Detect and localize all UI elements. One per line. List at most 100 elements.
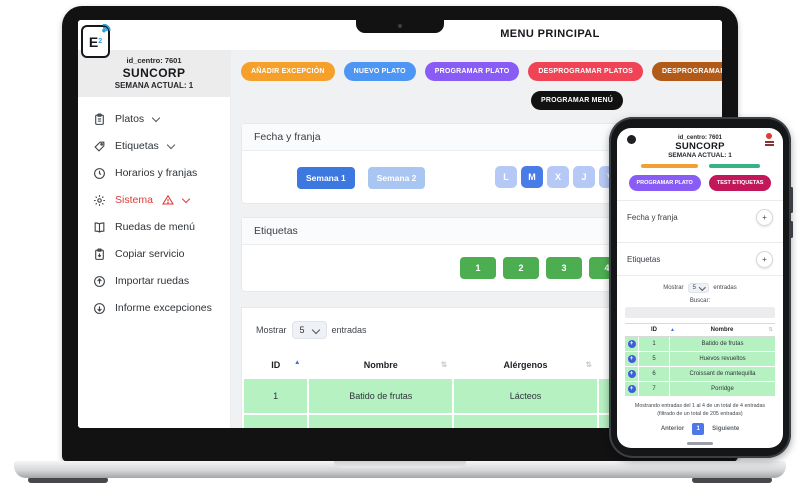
sidebar: id_centro: 7601 SUNCORP SEMANA ACTUAL: 1… [78,50,231,428]
partial-button-orange[interactable] [640,164,698,168]
etiqueta-button-2[interactable]: 2 [503,257,539,279]
sidebar-item-label: Copiar servicio [115,248,185,260]
laptop-base-notch [334,461,466,468]
center-name: SUNCORP [122,66,186,80]
table-row[interactable]: + 7 Porridge [625,382,775,396]
sidebar-item-copiar[interactable]: Copiar servicio [93,247,230,261]
partial-button-teal[interactable] [708,164,760,168]
expand-section-button[interactable]: + [756,251,773,268]
phone-section-etiquetas[interactable]: Etiquetas + [617,242,783,276]
cell-id: 1 [241,377,310,415]
sidebar-item-label: Ruedas de menú [115,221,195,233]
anadir-excepcion-button[interactable]: AÑADIR EXCEPCIÓN [241,62,335,81]
expand-row-icon[interactable]: + [627,385,636,393]
etiqueta-button-1[interactable]: 1 [460,257,496,279]
laptop-foot [28,477,108,483]
page-size-select[interactable]: 5 [291,321,327,339]
etiqueta-button-3[interactable]: 3 [546,257,582,279]
partial-buttons-row [617,164,783,168]
chevron-down-icon [151,113,161,122]
expand-section-button[interactable]: + [756,209,773,226]
desprogramar-etiquetas-button[interactable]: DESPROGRAMAR ETIQUETAS [651,62,722,81]
day-button-x[interactable]: X [547,166,569,188]
sidebar-item-label: Horarios y franjas [115,167,198,179]
search-input[interactable] [625,307,775,318]
section-title: Etiquetas [627,255,661,264]
phone-screen: id_centro: 7601 SUNCORP SEMANA ACTUAL: 1… [617,128,783,448]
menu-icon[interactable] [764,133,774,146]
programar-plato-button[interactable]: PROGRAMAR PLATO [628,175,701,191]
sidebar-item-label: Informe excepciones [115,302,212,314]
expand-row-icon[interactable]: + [627,355,636,363]
buscar-label: Buscar: [689,298,711,304]
cell-nombre: Batido de frutas [307,377,455,415]
programar-plato-button[interactable]: PROGRAMAR PLATO [424,62,520,81]
week-buttons: Semana 1 Semana 2 [297,167,426,189]
page-title: MENU PRINCIPAL [500,28,600,40]
pagination-next-button[interactable]: Siguiente [712,425,740,432]
phone-mockup: id_centro: 7601 SUNCORP SEMANA ACTUAL: 1… [609,117,793,458]
pagination-prev-button[interactable]: Anterior [660,425,685,432]
chevron-down-icon [311,325,320,334]
day-button-j[interactable]: J [573,166,595,188]
day-button-l[interactable]: L [495,166,517,188]
clock-icon [94,167,105,179]
desprogramar-platos-button[interactable]: DESPROGRAMAR PLATOS [528,62,643,81]
mostrar-label: Mostrar [663,285,684,291]
expand-row-icon[interactable]: + [627,340,636,348]
book-icon [94,221,105,233]
chevron-down-icon [166,140,176,149]
home-indicator [687,442,713,445]
expand-row-icon[interactable]: + [627,370,636,378]
column-header-id[interactable]: ID ▲ [651,327,675,333]
cell-nombre: Porridge [670,382,775,396]
cell-id: 1 [639,337,669,351]
gear-icon [94,194,105,206]
page-size-value: 5 [299,325,305,335]
table-row[interactable]: + 6 Croissant de mantequilla [625,367,775,381]
cell-id: 5 [241,413,310,428]
sidebar-item-platos[interactable]: Platos [93,112,230,126]
pagination-page-1[interactable]: 1 [692,422,705,435]
sidebar-item-sistema[interactable]: Sistema [93,193,230,207]
column-header-nombre[interactable]: Nombre ⇅ [308,353,454,379]
test-etiquetas-button[interactable]: TEST ETIQUETAS [708,175,772,191]
table-row[interactable]: + 5 Huevos revueltos [625,352,775,366]
control-column-header [625,327,639,333]
phone-section-fecha[interactable]: Fecha y franja + [617,200,783,233]
sort-icon: ⇅ [585,360,592,369]
cell-id: 6 [639,367,669,381]
cell-nombre: Huevos revueltos [670,352,775,366]
entradas-label: entradas [713,285,737,291]
laptop-notch [356,20,444,33]
page-size-select[interactable]: 5 [687,283,710,293]
cell-nombre: Huevos revueltos [307,413,455,428]
pagination: Anterior 1 Siguiente [617,422,783,435]
column-header-id[interactable]: ID ▲ [243,353,309,379]
column-header-alergenos[interactable]: Alérgenos ⇅ [453,353,598,379]
action-buttons-row: AÑADIR EXCEPCIÓN NUEVO PLATO PROGRAMAR P… [241,62,722,81]
menu-dot-icon [766,133,772,139]
semana-2-button[interactable]: Semana 2 [367,167,426,189]
warning-icon [161,194,174,205]
page-size-value: 5 [692,285,696,291]
sort-icon: ⇅ [768,327,773,333]
chevron-down-icon [698,284,706,291]
nuevo-plato-button[interactable]: NUEVO PLATO [343,62,416,81]
download-circle-icon [94,302,105,314]
semana-1-button[interactable]: Semana 1 [297,167,355,189]
sidebar-item-horarios[interactable]: Horarios y franjas [93,166,230,180]
sidebar-item-etiquetas[interactable]: Etiquetas [93,139,230,153]
sidebar-item-ruedas[interactable]: Ruedas de menú [93,220,230,234]
webcam-icon [398,24,402,28]
day-button-m[interactable]: M [521,166,543,188]
sidebar-item-informe[interactable]: Informe excepciones [93,301,230,315]
table-row[interactable]: + 1 Batido de frutas [625,337,775,351]
sidebar-item-label: Importar ruedas [115,275,190,287]
column-header-nombre[interactable]: Nombre [710,327,734,333]
sidebar-item-importar[interactable]: Importar ruedas [93,274,230,288]
phone-action-buttons: PROGRAMAR PLATO TEST ETIQUETAS [617,175,783,191]
programar-menu-button[interactable]: PROGRAMAR MENÚ [531,91,624,110]
